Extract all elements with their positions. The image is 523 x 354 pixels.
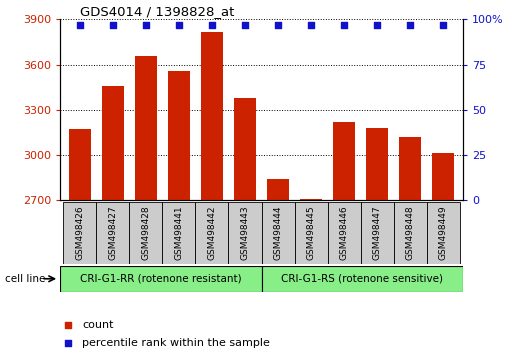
Bar (102, 86, 123, 200)
Text: GSM498445: GSM498445 (306, 205, 315, 260)
Bar (427, 202, 460, 264)
Bar (60, 266, 262, 292)
Text: GSM498442: GSM498442 (208, 206, 217, 260)
Bar (96, 202, 130, 264)
Point (142, 22, 150, 28)
Bar (300, 199, 322, 200)
Point (439, 22, 447, 28)
Text: GDS4014 / 1398828_at: GDS4014 / 1398828_at (81, 5, 235, 18)
Point (208, 22, 216, 28)
Bar (393, 202, 427, 264)
Bar (366, 128, 388, 200)
Point (109, 22, 117, 28)
Bar (327, 202, 360, 264)
Text: GSM498428: GSM498428 (141, 205, 151, 260)
Point (241, 22, 249, 28)
Bar (400, 137, 421, 200)
Bar (135, 56, 157, 200)
Text: GSM498448: GSM498448 (405, 205, 415, 260)
Bar (63, 202, 96, 264)
Bar (201, 32, 223, 200)
Bar (294, 202, 327, 264)
Bar (196, 202, 229, 264)
Bar (262, 202, 294, 264)
Text: cell line: cell line (5, 274, 46, 284)
Bar (360, 202, 393, 264)
Bar (130, 202, 163, 264)
Bar (163, 202, 196, 264)
Text: GSM498441: GSM498441 (175, 205, 184, 260)
Point (64, 340, 72, 346)
Text: GSM498444: GSM498444 (274, 206, 282, 260)
Text: GSM498446: GSM498446 (339, 205, 348, 260)
Bar (262, 266, 463, 292)
Point (64, 322, 72, 328)
Bar (168, 70, 190, 200)
Bar (234, 98, 256, 200)
Point (340, 22, 348, 28)
Text: GSM498427: GSM498427 (108, 205, 118, 260)
Point (406, 22, 414, 28)
Point (307, 22, 315, 28)
Text: GSM498426: GSM498426 (75, 205, 84, 260)
Text: count: count (82, 320, 114, 330)
Point (373, 22, 381, 28)
Point (175, 22, 183, 28)
Bar (229, 202, 262, 264)
Text: CRI-G1-RS (rotenone sensitive): CRI-G1-RS (rotenone sensitive) (281, 274, 443, 284)
Text: percentile rank within the sample: percentile rank within the sample (82, 338, 270, 348)
Bar (433, 153, 454, 200)
Text: CRI-G1-RR (rotenone resistant): CRI-G1-RR (rotenone resistant) (80, 274, 242, 284)
Point (76, 22, 84, 28)
Text: GSM498443: GSM498443 (241, 205, 249, 260)
Bar (69, 129, 90, 200)
Text: GSM498447: GSM498447 (372, 205, 382, 260)
Point (274, 22, 282, 28)
Text: GSM498449: GSM498449 (439, 205, 448, 260)
Bar (267, 179, 289, 200)
Bar (333, 122, 355, 200)
